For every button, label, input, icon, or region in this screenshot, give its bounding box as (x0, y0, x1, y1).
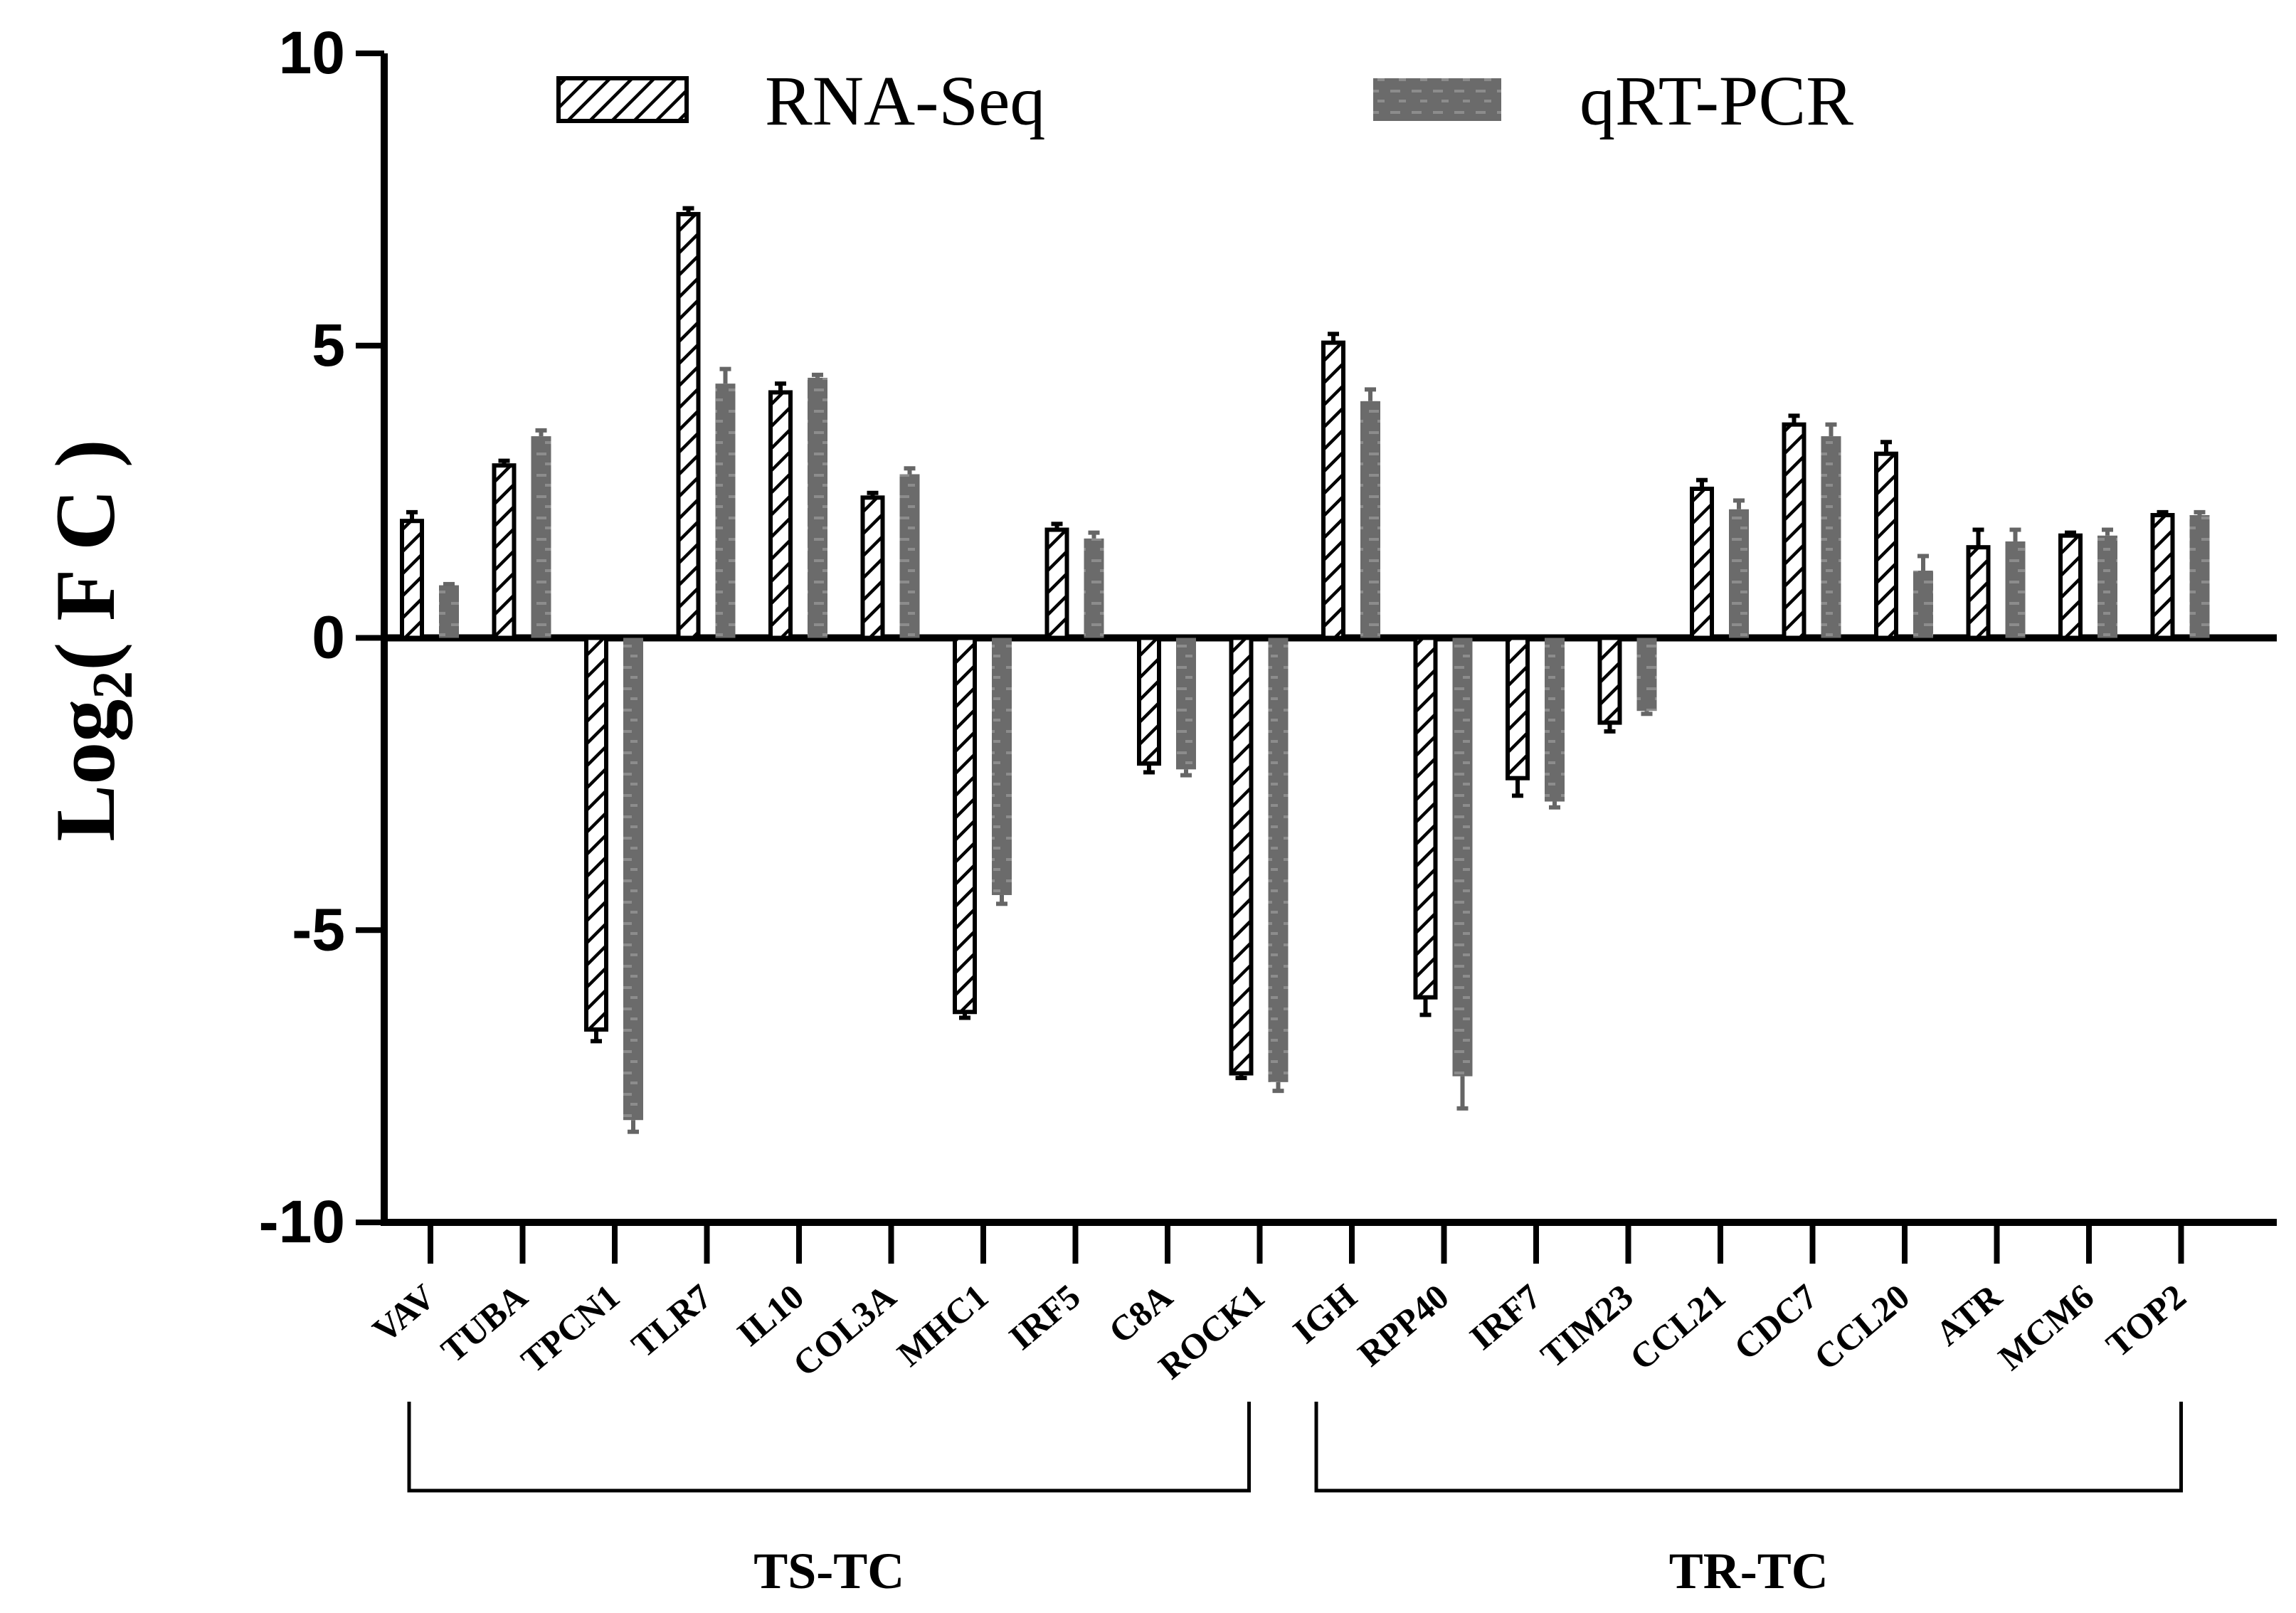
bar-rna-seq (2058, 533, 2083, 640)
x-tick-label: CCL20 (1806, 1276, 1917, 1378)
legend: RNA-Seq qRT-PCR (556, 61, 1853, 140)
bar-rna-seq (1690, 487, 1714, 640)
group-label: TR-TC (1669, 1543, 1829, 1599)
y-tick-label: 5 (312, 312, 345, 379)
bar-qrt-pcr (1360, 401, 1380, 638)
bar-qrt-pcr (1268, 638, 1289, 1082)
x-tick-label: TIM23 (1533, 1276, 1641, 1375)
bar-rna-seq (1874, 451, 1898, 640)
legend-swatch-qrt-pcr (1373, 78, 1501, 121)
bar-rna-seq (1229, 635, 1254, 1076)
bar-qrt-pcr (1452, 638, 1473, 1077)
x-tick-label: TLR7 (624, 1276, 719, 1365)
bar-qrt-pcr (623, 638, 643, 1121)
bar-qrt-pcr (1084, 538, 1104, 638)
bar-qrt-pcr (1545, 638, 1565, 802)
x-tick-label: CDC7 (1726, 1276, 1824, 1368)
bar-rna-seq (1044, 527, 1069, 640)
x-tick-label: IGH (1286, 1276, 1365, 1350)
bar-qrt-pcr (531, 436, 551, 638)
bar-qrt-pcr (1913, 571, 1933, 638)
bar-qrt-pcr (992, 638, 1012, 895)
bar-qrt-pcr (2005, 541, 2026, 638)
x-tick-label: ROCK1 (1151, 1276, 1272, 1387)
x-tick-label: RPP40 (1350, 1276, 1456, 1375)
bar-qrt-pcr (439, 585, 459, 638)
x-tick-label: IRF5 (1001, 1276, 1087, 1358)
x-tick-label: TOP2 (2098, 1276, 2193, 1365)
y-axis-label-main: Log (38, 699, 133, 842)
bar-rna-seq (860, 495, 885, 640)
group-bracket (1314, 1402, 2183, 1493)
bar-rna-seq (768, 390, 793, 640)
bar-qrt-pcr (899, 474, 920, 638)
y-tick-label: -10 (259, 1188, 345, 1255)
legend-label-rna-seq: RNA-Seq (765, 61, 1045, 140)
x-tick-label: MHC1 (889, 1276, 995, 1375)
x-tick-label: MCM6 (1991, 1276, 2101, 1378)
legend-label-qrt-pcr: qRT-PCR (1580, 61, 1853, 140)
bar-rna-seq (1966, 545, 1991, 640)
bar-rna-seq (1137, 635, 1161, 766)
x-tick-label: C8A (1101, 1276, 1180, 1351)
bar-qrt-pcr (1821, 436, 1841, 638)
x-tick-label: COL3A (785, 1276, 904, 1385)
bar-rna-seq (1597, 635, 1622, 725)
bar-rna-seq (400, 519, 424, 640)
y-tick-label: 10 (279, 19, 345, 86)
y-axis-label: Log2( F C ) (38, 439, 144, 841)
group-label: TS-TC (753, 1543, 904, 1599)
bar-qrt-pcr (1176, 638, 1196, 770)
x-tick-label: CCL21 (1622, 1276, 1732, 1378)
bar-rna-seq (1506, 635, 1530, 781)
bar-rna-seq (492, 463, 517, 640)
y-tick-label: -5 (292, 896, 345, 963)
bar-rna-seq (676, 211, 701, 640)
bar-rna-seq (1413, 635, 1438, 1000)
bar-qrt-pcr (1636, 638, 1657, 712)
bar-qrt-pcr (715, 384, 736, 638)
bar-qrt-pcr (2097, 535, 2117, 638)
bar-qrt-pcr (808, 377, 827, 638)
bar-rna-seq (584, 635, 608, 1032)
legend-swatch-rna-seq (556, 76, 689, 123)
bar-rna-seq (1321, 340, 1345, 640)
group-bracket (407, 1402, 1251, 1493)
bar-qrt-pcr (2189, 514, 2210, 638)
x-tick-label: TPCN1 (514, 1276, 627, 1380)
y-tick-label: 0 (312, 604, 345, 671)
bar-qrt-pcr (1729, 509, 1749, 638)
bar-rna-seq (953, 635, 977, 1015)
y-axis-label-subscript: 2 (82, 671, 144, 699)
y-axis-label-rest: ( F C ) (38, 439, 132, 670)
bar-rna-seq (1782, 422, 1806, 640)
bar-rna-seq (2150, 512, 2175, 640)
x-tick-label: VAV (365, 1276, 443, 1350)
